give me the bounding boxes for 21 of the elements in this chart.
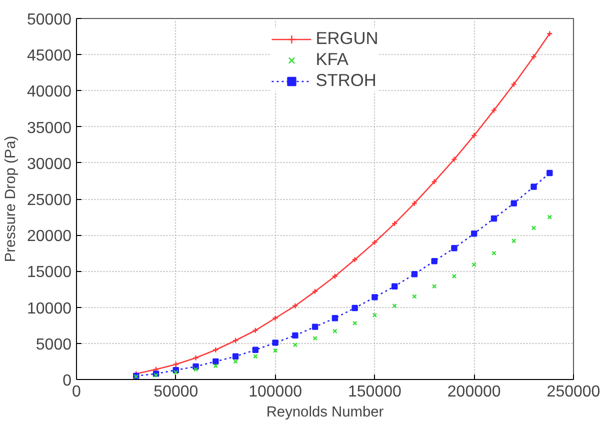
legend-label: ERGUN (316, 28, 378, 49)
y-tick-label: 50000 (27, 12, 72, 28)
y-tick-label: 25000 (27, 192, 72, 209)
x-tick-label: 200000 (447, 384, 501, 400)
y-tick-label: 20000 (27, 228, 72, 246)
x-tick-label: 250000 (546, 384, 600, 400)
x-axis-title: Reynolds Number (266, 404, 384, 420)
y-tick-label: 35000 (27, 120, 72, 137)
x-tick-label: 150000 (348, 384, 402, 400)
x-tick-label: 50000 (154, 384, 198, 400)
y-axis-title: Pressure Drop (Pa) (3, 136, 20, 262)
y-tick-label: 0 (62, 372, 72, 390)
y-tick-label: 40000 (27, 84, 72, 101)
y-tick-label: 10000 (27, 300, 72, 318)
x-tick-label: 100000 (248, 384, 302, 400)
y-tick-label: 30000 (27, 156, 72, 173)
legend-label: KFA (316, 49, 348, 70)
y-tick-label: 5000 (36, 336, 72, 354)
y-tick-label: 45000 (27, 48, 72, 65)
y-tick-label: 15000 (27, 264, 72, 282)
legend-label: STROH (316, 70, 376, 91)
